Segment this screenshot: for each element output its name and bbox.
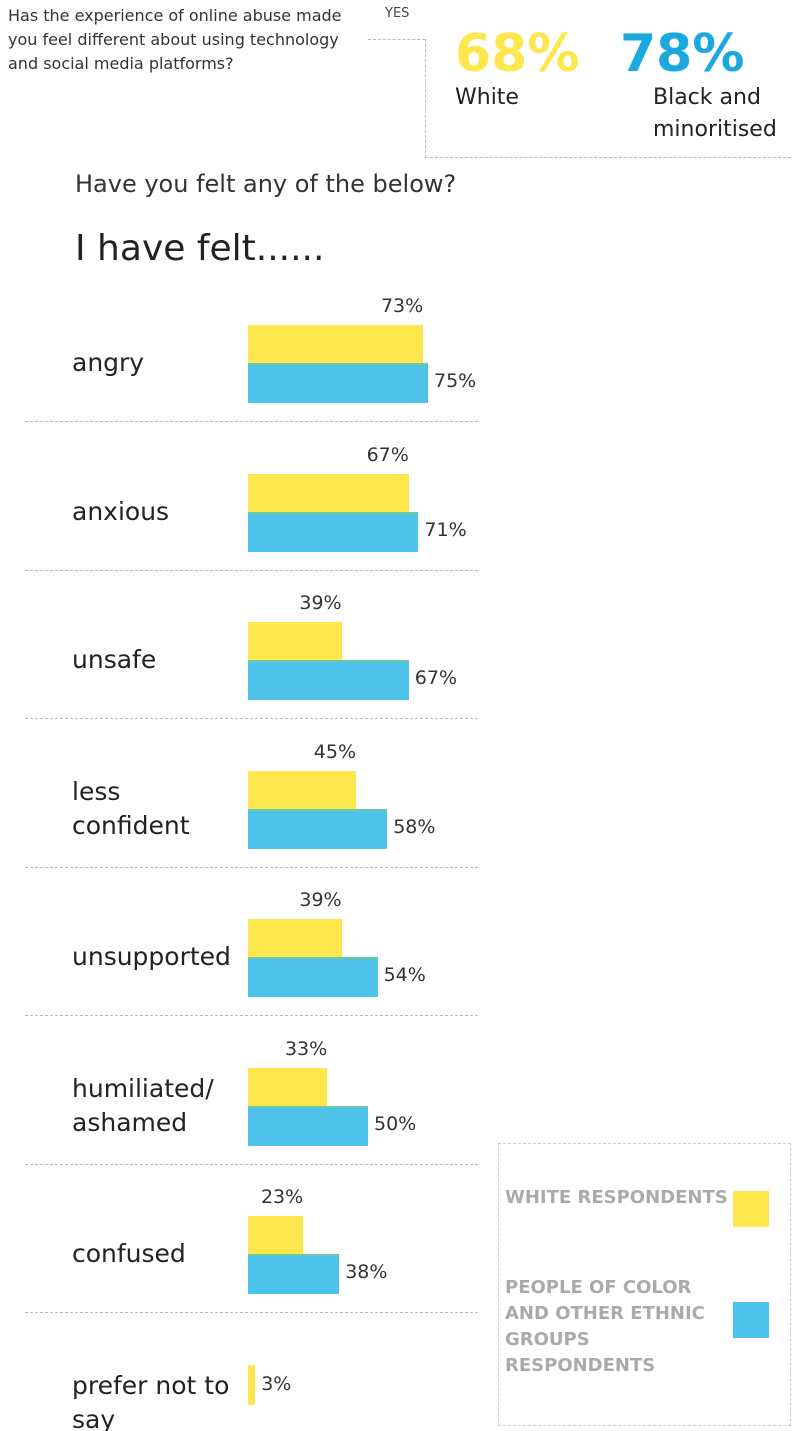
stat-label: White xyxy=(455,85,519,110)
stats-box xyxy=(425,39,791,158)
value-label: 45% xyxy=(313,740,356,763)
separator xyxy=(25,1163,478,1165)
value-label: 50% xyxy=(374,1112,417,1135)
stat-value: 68% xyxy=(455,24,580,84)
question: Has the experience of online abuse made … xyxy=(8,6,342,73)
bar xyxy=(248,1254,340,1294)
legend-label: PEOPLE OF COLOR AND OTHER ETHNIC GROUPS … xyxy=(505,1277,705,1376)
bar xyxy=(248,919,342,959)
bar xyxy=(248,957,378,997)
category-label: anxious xyxy=(72,496,170,526)
category-label: less confident xyxy=(72,776,190,840)
value-label: 54% xyxy=(383,964,426,986)
value-label: 23% xyxy=(260,1186,304,1208)
separator xyxy=(25,569,478,571)
value-label: 38% xyxy=(345,1261,388,1283)
separator xyxy=(25,421,478,422)
legend-swatch xyxy=(733,1191,769,1227)
bar xyxy=(248,1067,328,1108)
category-label: unsafe xyxy=(72,645,157,674)
bar xyxy=(248,325,424,365)
subtitle: Have you felt any of the below? xyxy=(75,170,457,198)
legend-box xyxy=(498,1143,791,1426)
value-label: 58% xyxy=(393,815,436,838)
legend-label: WHITE RESPONDENTS xyxy=(505,1187,728,1208)
value-label: 39% xyxy=(299,592,342,614)
connector xyxy=(368,39,425,40)
value-label: 33% xyxy=(284,1037,328,1060)
value-label: 67% xyxy=(414,667,458,689)
category-label: prefer not to say xyxy=(72,1370,230,1431)
bar xyxy=(248,770,356,811)
separator xyxy=(25,1312,478,1313)
category-label: unsupported xyxy=(72,942,231,971)
stat-value: 78% xyxy=(620,24,745,84)
stat-label: Black and minoritised xyxy=(653,85,777,142)
value-label: 73% xyxy=(380,295,424,317)
separator xyxy=(25,1015,478,1016)
bar xyxy=(248,473,409,514)
value-label: 67% xyxy=(366,443,409,466)
separator xyxy=(25,718,478,719)
category-label: angry xyxy=(72,348,145,377)
bar xyxy=(248,808,388,849)
answer: YES xyxy=(385,6,410,21)
bar xyxy=(248,660,409,700)
title: I have felt...... xyxy=(75,228,325,269)
category-label: humiliated/ ashamed xyxy=(72,1073,214,1137)
bar xyxy=(248,1364,256,1405)
value-label: 75% xyxy=(434,370,477,392)
separator xyxy=(25,866,478,868)
bar xyxy=(248,1105,368,1146)
value-label: 3% xyxy=(261,1372,292,1395)
category-label: confused xyxy=(72,1239,186,1268)
bar xyxy=(248,1216,304,1256)
value-label: 39% xyxy=(299,889,342,911)
bar xyxy=(248,511,419,552)
bar xyxy=(248,363,428,403)
bar xyxy=(248,622,342,662)
legend-swatch xyxy=(733,1302,769,1338)
value-label: 71% xyxy=(424,518,467,541)
